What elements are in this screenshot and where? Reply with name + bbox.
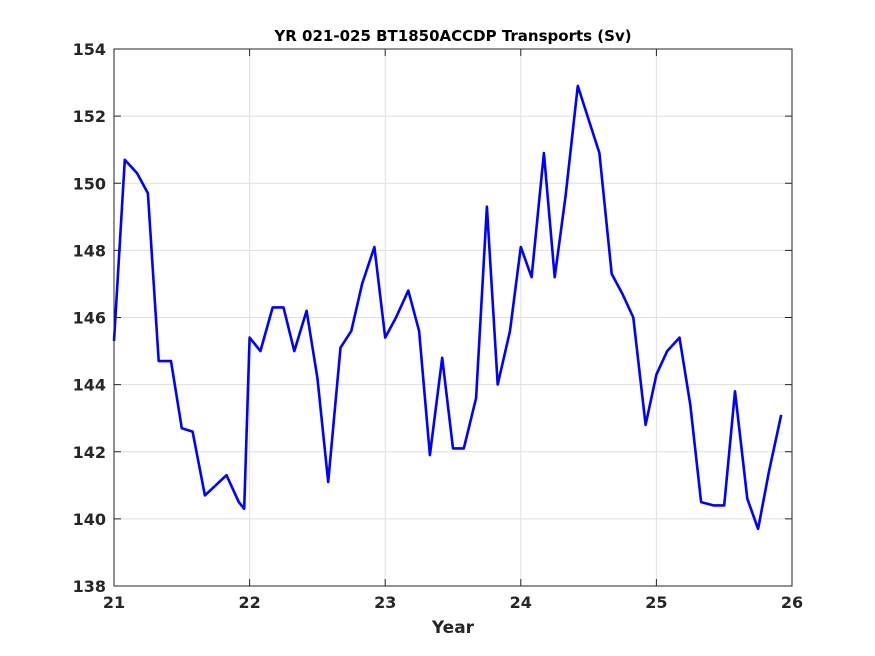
x-tick-label: 22 <box>238 593 260 612</box>
y-tick-labels: 138 140 142 144 146 148 150 152 154 <box>73 40 106 596</box>
x-axis-label: Year <box>431 618 475 638</box>
x-tick-label: 23 <box>374 593 396 612</box>
y-tick-label: 154 <box>73 40 106 59</box>
x-tick-label: 25 <box>645 593 667 612</box>
y-tick-label: 150 <box>73 174 106 193</box>
chart-title: YR 021-025 BT1850ACCDP Transports (Sv) <box>273 27 631 45</box>
y-tick-label: 142 <box>73 443 106 462</box>
x-tick-label: 24 <box>510 593 532 612</box>
x-tick-labels: 21 22 23 24 25 26 <box>103 593 803 612</box>
x-tick-label: 21 <box>103 593 125 612</box>
series-group <box>112 84 783 531</box>
y-tick-label: 146 <box>73 309 106 328</box>
y-tick-label: 148 <box>73 241 106 260</box>
x-tick-label: 26 <box>781 593 803 612</box>
y-tick-label: 144 <box>73 376 106 395</box>
y-tick-label: 140 <box>73 510 106 529</box>
y-tick-label: 152 <box>73 107 106 126</box>
tick-marks <box>113 48 793 587</box>
y-tick-label: 138 <box>73 577 106 596</box>
series-line <box>112 84 783 531</box>
